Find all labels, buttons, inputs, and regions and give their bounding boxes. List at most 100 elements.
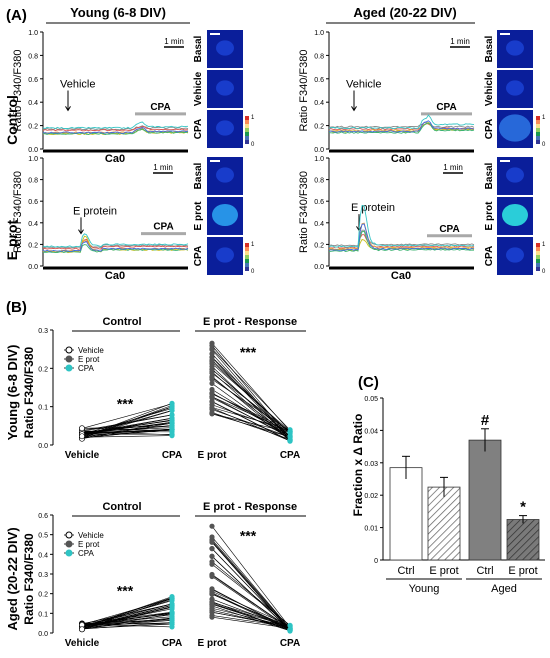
control-title: Control — [102, 316, 141, 328]
y-tick-label: 0.2 — [314, 124, 324, 131]
colorbar-segment — [536, 263, 540, 267]
y-tick-label: 0.3 — [38, 572, 48, 579]
pair-line — [81, 428, 173, 435]
cpa-point — [169, 594, 175, 600]
colorbar-segment — [536, 120, 540, 124]
pair-line — [211, 540, 291, 630]
significance-stars: *** — [117, 583, 134, 599]
bar-0 — [389, 467, 423, 561]
y-tick-label: 1.0 — [28, 30, 38, 37]
trace-line — [328, 223, 475, 251]
colorbar-segment — [245, 247, 249, 251]
image-column-1: Basal Vehicle CPA 1 0 — [484, 30, 546, 148]
legend-label: E prot — [78, 355, 100, 364]
cpa-point — [169, 624, 175, 630]
significance-stars: *** — [240, 344, 257, 360]
y-tick-label: 0.4 — [28, 221, 38, 228]
bar-annotation: # — [481, 412, 490, 429]
y-tick-label: 0.8 — [28, 178, 38, 185]
y-tick-label: 0.05 — [364, 396, 378, 403]
pair-line — [211, 366, 291, 441]
eprot-point — [209, 553, 215, 559]
y-tick-label: 0.4 — [314, 221, 324, 228]
significance-stars: *** — [117, 396, 134, 412]
eprot-point — [209, 559, 215, 565]
trace-line — [328, 234, 475, 249]
y-tick-label: 1.0 — [28, 156, 38, 163]
legend-marker — [65, 346, 73, 354]
image-label: Basal — [193, 162, 204, 189]
vehicle-point — [79, 425, 85, 432]
colorbar-segment — [536, 255, 540, 259]
legend-marker — [65, 531, 73, 539]
stimulus-label: E protein — [351, 202, 395, 214]
y-tick-label: 0.8 — [28, 53, 38, 60]
group-label: Aged — [491, 583, 517, 595]
y-axis-label: Ratio F340/F380 — [22, 533, 36, 625]
image-label: Basal — [193, 35, 204, 62]
colorbar-min: 0 — [542, 142, 546, 148]
bar-1 — [427, 486, 461, 561]
y-tick-label: 0.04 — [364, 428, 378, 435]
pair-line — [211, 372, 291, 432]
y-tick-label: 0.4 — [38, 552, 48, 559]
trace-line — [328, 204, 475, 248]
y-tick-label: 0.1 — [38, 405, 48, 412]
pair-line — [81, 421, 173, 435]
colorbar-segment — [536, 136, 540, 140]
ca0-label: Ca0 — [391, 270, 411, 282]
colorbar-min: 0 — [251, 269, 255, 275]
legend-marker — [65, 364, 73, 372]
row-label: Aged (20-22 DIV) — [5, 527, 20, 630]
bar-annotation: * — [520, 499, 526, 516]
pair-line — [211, 345, 291, 439]
pair-line — [211, 392, 291, 436]
trace-line — [328, 114, 475, 130]
cell-blob — [502, 203, 528, 227]
legend-label: E prot — [78, 540, 100, 549]
category-label: Ctrl — [397, 565, 414, 577]
stimulus-label: Vehicle — [346, 79, 381, 91]
y-axis-label: Ratio F340/F380 — [298, 50, 310, 132]
cpa-point — [169, 614, 175, 620]
cell-blob — [499, 114, 531, 142]
y-tick-label: 0.2 — [28, 242, 38, 249]
panel-b-label: (B) — [6, 299, 27, 316]
colorbar-segment — [245, 263, 249, 267]
colorbar-segment — [536, 128, 540, 132]
cpa-label: CPA — [436, 102, 456, 113]
colorbar-segment — [536, 243, 540, 247]
pair-line — [211, 602, 291, 627]
y-tick-label: 0.0 — [38, 443, 48, 450]
y-tick-label: 0.0 — [38, 631, 48, 638]
trace-plot-0: 0.0 0.2 0.4 0.6 0.8 1.0 Ratio F340/F380 1 min Ca… — [12, 30, 189, 165]
y-tick-label: 0.0 — [314, 264, 324, 271]
eprot-point — [209, 375, 215, 381]
aged-title: Aged (20-22 DIV) — [353, 5, 456, 20]
cpa-point — [287, 429, 293, 436]
cell-blob — [216, 40, 234, 56]
cpa-point — [169, 620, 175, 626]
colorbar-segment — [245, 267, 249, 271]
colorbar-min: 0 — [251, 142, 255, 148]
y-tick-label: 0.0 — [28, 147, 38, 154]
row-label-eprot: E prot — [4, 219, 20, 260]
scale-bar — [500, 160, 510, 162]
image-label: E prot — [484, 201, 495, 231]
colorbar-segment — [536, 247, 540, 251]
trace-line — [42, 241, 189, 252]
trace-plot-3: 0.0 0.2 0.4 0.6 0.8 1.0 Ratio F340/F380 1 min Ca… — [298, 156, 475, 282]
vehicle-point — [79, 626, 85, 633]
colorbar-min: 0 — [542, 269, 546, 275]
legend-marker — [65, 549, 73, 557]
pair-line — [211, 407, 291, 442]
pair-line — [81, 616, 173, 625]
trace-line — [42, 240, 189, 249]
eprot-title: E prot - Response — [203, 501, 297, 513]
image-label: E prot — [193, 201, 204, 231]
x-label: CPA — [162, 638, 182, 649]
arrowhead — [78, 229, 84, 235]
image-label: Vehicle — [484, 71, 495, 106]
x-label: Vehicle — [65, 450, 100, 461]
cpa-point — [287, 433, 293, 439]
